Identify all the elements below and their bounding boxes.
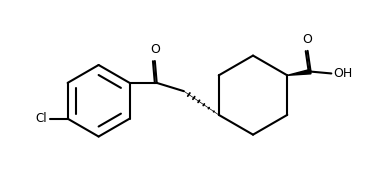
Text: O: O bbox=[303, 33, 313, 46]
Text: OH: OH bbox=[333, 67, 352, 80]
Text: Cl: Cl bbox=[36, 112, 47, 125]
Text: O: O bbox=[150, 43, 160, 56]
Polygon shape bbox=[287, 69, 311, 75]
